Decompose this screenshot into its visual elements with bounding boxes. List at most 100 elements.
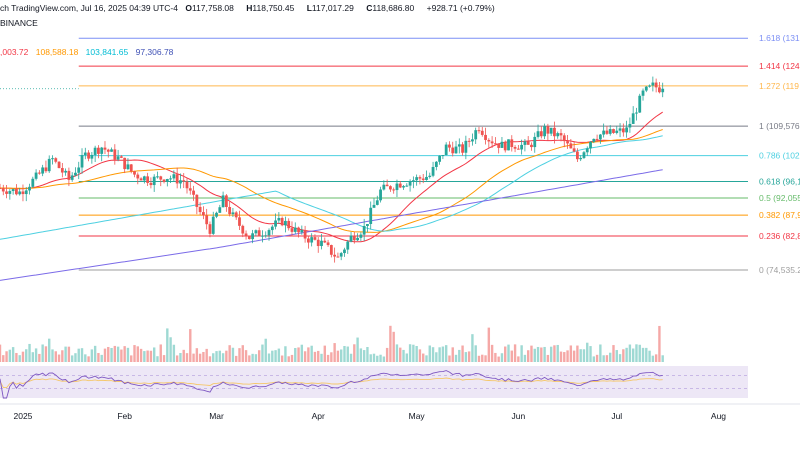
candle-body [90,154,94,159]
candle-body [231,212,235,215]
volume-bar [198,353,202,362]
chart-header-credit: ch TradingView.com, Jul 16, 2025 04:39 U… [0,3,500,13]
volume-bar [609,352,612,362]
volume-bar [595,354,599,362]
volume-bar [297,347,300,362]
volume-bar [602,355,605,362]
candle-body [113,149,117,160]
fib-label-0.382: 0.382 (87,9 [759,210,800,220]
x-tick-label-mar: Mar [209,411,224,421]
candle-body [523,141,527,145]
candle-body [398,183,402,188]
candle-body [316,239,320,247]
volume-bar [192,353,195,362]
volume-bar [175,355,179,362]
candle-body [346,241,350,250]
volume-bar [87,356,90,362]
candle-body [280,217,284,226]
volume-bar [645,347,648,362]
candle-body [493,143,497,145]
candle-body [533,136,537,148]
candle-body [287,220,291,229]
candle-body [329,245,333,255]
candle-body [41,167,45,174]
time-axis-layer: 2025 Feb Mar Apr May Jun Jul Aug [0,403,800,421]
volume-bar [402,349,405,362]
volume-bar [2,355,5,362]
candle-body [615,130,619,133]
volume-bar [563,352,566,362]
volume-bar [533,348,536,362]
candle-body [224,195,228,207]
candle-body [530,144,533,148]
volume-bar [346,346,349,362]
candle-body [618,128,622,131]
volume-bar [74,353,77,362]
rsi-line [0,370,663,399]
candle-body [103,147,107,150]
candle-body [375,200,379,205]
volume-bar [484,355,487,362]
x-tick-label-2025: 2025 [14,411,33,421]
candle-body [411,180,415,182]
volume-bar [638,344,641,362]
candle-body [395,183,399,191]
candle-body [553,127,556,137]
volume-bar [107,346,110,362]
candle-body [362,226,366,235]
candle-body [139,178,143,181]
volume-bar [556,344,559,362]
volume-bar [523,354,527,362]
volume-bar [569,345,573,362]
ohlc-close: C118,686.80 [366,3,415,13]
volume-bar [126,347,130,362]
fib-label-1.272: 1.272 (119 [759,81,799,91]
volume-bar [379,354,382,362]
candle-body [221,195,225,208]
volume-bar [474,345,477,362]
volume-bar [526,350,530,362]
volume-bar [389,325,392,362]
volume-bar [530,345,533,362]
fib-label-0.618: 0.618 (96,1 [759,176,800,186]
volume-bar [307,347,310,362]
x-tick-label-jun: Jun [511,411,525,421]
volume-bar [264,338,267,362]
candle-body [123,157,127,170]
candle-body [83,152,87,156]
fib-label-0.786: 0.786 (102 [759,151,800,161]
volume-bar [592,356,596,362]
candle-body [454,146,458,154]
candle-body [418,177,422,179]
volume-bar [628,344,632,362]
candle-body [244,233,248,236]
candle-body [644,86,648,91]
candle-body [457,144,461,147]
rsi-band [0,366,748,398]
volume-bar [67,346,71,362]
candle-body [628,123,632,128]
candle-body [438,155,442,162]
candle-body [562,135,566,142]
volume-bar [428,345,431,362]
candle-body [510,139,514,148]
volume-bar [536,346,540,362]
candle-body [654,82,658,88]
volume-bar [422,353,425,362]
volume-bar [487,327,491,362]
candle-body [241,225,245,234]
volume-bar [267,353,271,362]
volume-bar [356,337,359,362]
volume-bar [251,353,254,362]
candle-body [77,167,81,173]
x-tick-label-aug: Aug [711,411,726,421]
candle-body [11,189,15,192]
candle-body [425,176,428,180]
volume-bar [97,352,100,362]
volume-bar [11,347,15,362]
candle-body [51,158,54,160]
volume-bar [399,347,402,362]
volume-bar [540,347,543,362]
volume-bar [362,350,366,362]
